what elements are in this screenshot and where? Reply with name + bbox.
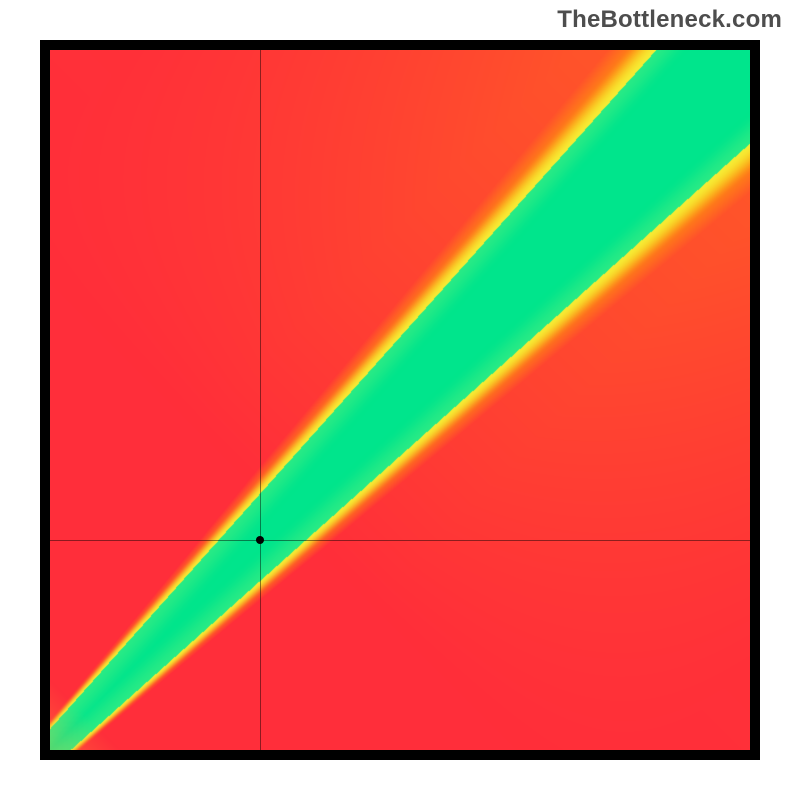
crosshair-horizontal [50,540,750,541]
plot-frame [40,40,760,760]
marker-dot [256,536,264,544]
watermark-text: TheBottleneck.com [557,6,782,34]
heatmap-canvas [50,50,750,750]
crosshair-vertical [260,50,261,750]
heatmap-area [50,50,750,750]
